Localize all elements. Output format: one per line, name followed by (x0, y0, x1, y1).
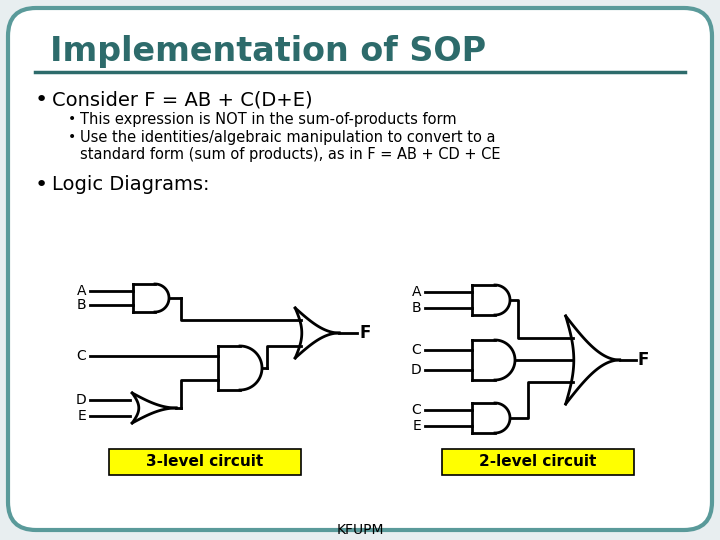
Text: •: • (68, 112, 76, 126)
Text: •: • (68, 130, 76, 144)
Text: 2-level circuit: 2-level circuit (480, 455, 597, 469)
Text: D: D (410, 363, 421, 377)
Text: B: B (411, 301, 421, 315)
Text: Implementation of SOP: Implementation of SOP (50, 36, 486, 69)
Text: This expression is NOT in the sum-of-products form: This expression is NOT in the sum-of-pro… (80, 112, 456, 127)
Text: C: C (76, 349, 86, 363)
FancyBboxPatch shape (109, 449, 301, 475)
FancyBboxPatch shape (8, 8, 712, 530)
Text: A: A (76, 284, 86, 298)
Text: E: E (413, 419, 421, 433)
Text: KFUPM: KFUPM (336, 523, 384, 537)
Text: Consider F = AB + C(D+E): Consider F = AB + C(D+E) (52, 90, 312, 109)
Text: 3-level circuit: 3-level circuit (146, 455, 264, 469)
Text: Logic Diagrams:: Logic Diagrams: (52, 175, 210, 194)
Text: F: F (638, 351, 649, 369)
Text: E: E (77, 409, 86, 423)
FancyBboxPatch shape (442, 449, 634, 475)
Text: C: C (411, 343, 421, 357)
Text: Use the identities/algebraic manipulation to convert to a
standard form (sum of : Use the identities/algebraic manipulatio… (80, 130, 500, 163)
Text: •: • (35, 90, 48, 110)
Text: D: D (76, 393, 86, 407)
Text: B: B (76, 298, 86, 312)
Text: F: F (359, 324, 371, 342)
Text: C: C (411, 403, 421, 417)
Text: A: A (412, 285, 421, 299)
Text: •: • (35, 175, 48, 195)
